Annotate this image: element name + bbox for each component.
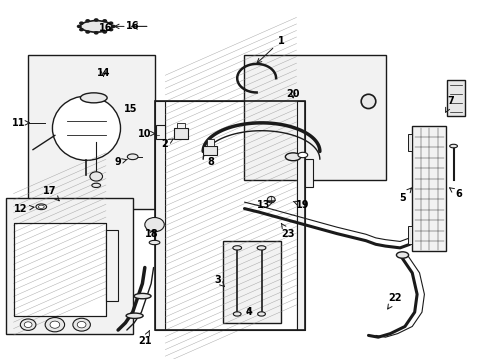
Circle shape — [85, 19, 90, 23]
Text: 11: 11 — [12, 118, 29, 128]
Circle shape — [20, 319, 36, 330]
Ellipse shape — [257, 312, 265, 316]
Circle shape — [24, 322, 32, 328]
Ellipse shape — [52, 96, 120, 160]
Bar — [156, 125, 164, 139]
Text: 16: 16 — [126, 21, 139, 31]
Bar — [14, 223, 106, 316]
Ellipse shape — [297, 152, 307, 158]
Circle shape — [111, 24, 116, 28]
Ellipse shape — [396, 252, 408, 258]
Bar — [305, 158, 312, 187]
Text: 7: 7 — [445, 96, 453, 112]
Circle shape — [77, 24, 81, 28]
Circle shape — [79, 28, 84, 31]
Bar — [296, 102, 305, 330]
Text: 9: 9 — [115, 157, 127, 167]
Ellipse shape — [126, 313, 143, 319]
Text: 2: 2 — [161, 139, 173, 149]
Ellipse shape — [134, 293, 151, 299]
Circle shape — [102, 30, 107, 34]
Circle shape — [73, 318, 90, 331]
Ellipse shape — [149, 240, 160, 245]
Bar — [106, 230, 118, 301]
Bar — [177, 123, 184, 128]
Ellipse shape — [127, 154, 138, 159]
Bar — [6, 198, 132, 334]
Ellipse shape — [36, 204, 46, 210]
Ellipse shape — [449, 144, 457, 148]
Text: 21: 21 — [138, 330, 151, 346]
Circle shape — [90, 172, 102, 181]
Circle shape — [45, 318, 64, 332]
Bar — [222, 241, 281, 323]
Text: 18: 18 — [145, 229, 159, 239]
Text: 13: 13 — [257, 200, 273, 210]
Text: 17: 17 — [43, 186, 59, 201]
Ellipse shape — [267, 197, 275, 203]
Text: 12: 12 — [14, 203, 34, 213]
Text: 4: 4 — [245, 307, 252, 317]
Circle shape — [108, 28, 113, 31]
Text: 5: 5 — [398, 188, 411, 203]
Circle shape — [85, 30, 90, 34]
Ellipse shape — [232, 246, 241, 250]
Circle shape — [79, 21, 84, 25]
Bar — [203, 146, 216, 155]
Bar — [14, 223, 106, 316]
Circle shape — [108, 21, 113, 25]
Text: 20: 20 — [286, 89, 299, 99]
Bar — [174, 128, 187, 139]
Circle shape — [102, 19, 107, 23]
Bar — [154, 102, 305, 330]
Ellipse shape — [285, 153, 300, 161]
Ellipse shape — [92, 183, 101, 188]
Bar — [28, 55, 154, 208]
Text: 19: 19 — [293, 200, 309, 210]
Bar — [154, 102, 165, 330]
Bar — [411, 126, 446, 251]
Circle shape — [77, 321, 86, 328]
Text: 15: 15 — [123, 104, 137, 113]
Text: 23: 23 — [281, 224, 294, 239]
Circle shape — [94, 18, 99, 22]
Bar — [244, 55, 385, 180]
Circle shape — [144, 217, 164, 232]
Text: 16: 16 — [99, 23, 112, 33]
Ellipse shape — [80, 21, 112, 32]
Text: 6: 6 — [448, 188, 461, 199]
Bar — [447, 80, 464, 116]
Text: 14: 14 — [97, 68, 110, 78]
Bar — [407, 226, 411, 244]
Bar — [165, 102, 296, 330]
Ellipse shape — [233, 312, 241, 316]
Bar — [206, 139, 213, 146]
Text: 8: 8 — [206, 157, 213, 167]
Circle shape — [94, 31, 99, 35]
Ellipse shape — [257, 246, 265, 250]
Ellipse shape — [38, 205, 44, 208]
Ellipse shape — [80, 93, 107, 103]
Bar — [407, 134, 411, 152]
Circle shape — [50, 321, 60, 328]
Text: 1: 1 — [257, 36, 284, 63]
Text: 22: 22 — [387, 293, 401, 309]
Ellipse shape — [361, 94, 375, 109]
Text: 10: 10 — [138, 129, 155, 139]
Text: 3: 3 — [214, 275, 224, 287]
